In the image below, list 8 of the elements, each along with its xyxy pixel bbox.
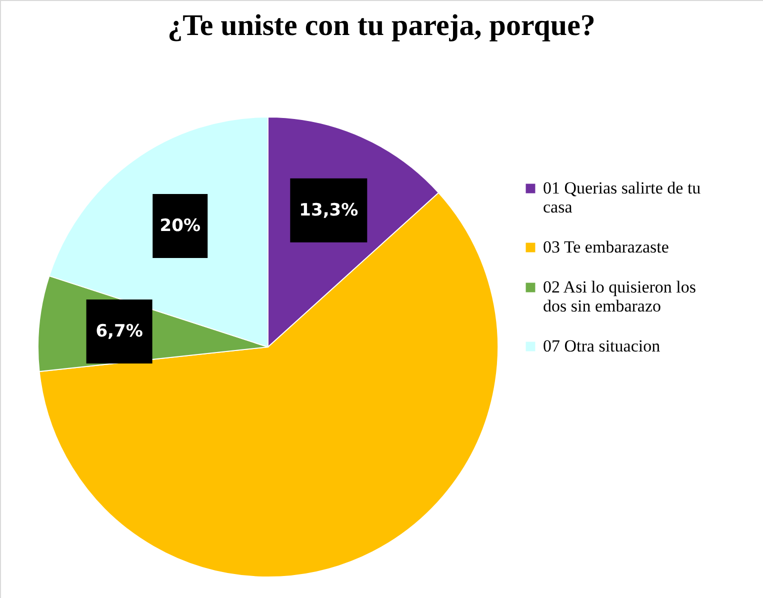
legend-label: 03 Te embarazaste <box>543 238 669 256</box>
data-label: 13,3% <box>299 200 358 220</box>
data-label: 20% <box>160 216 200 236</box>
chart-title: ¿Te uniste con tu pareja, porque? <box>168 9 596 42</box>
data-label: 6,7% <box>96 322 143 342</box>
legend-label: 01 Querias salirte de tu casa <box>543 178 702 216</box>
legend-label: 02 Asi lo quisieron los dos sin embarazo <box>543 278 696 316</box>
legend-label: 07 Otra situacion <box>543 336 661 356</box>
